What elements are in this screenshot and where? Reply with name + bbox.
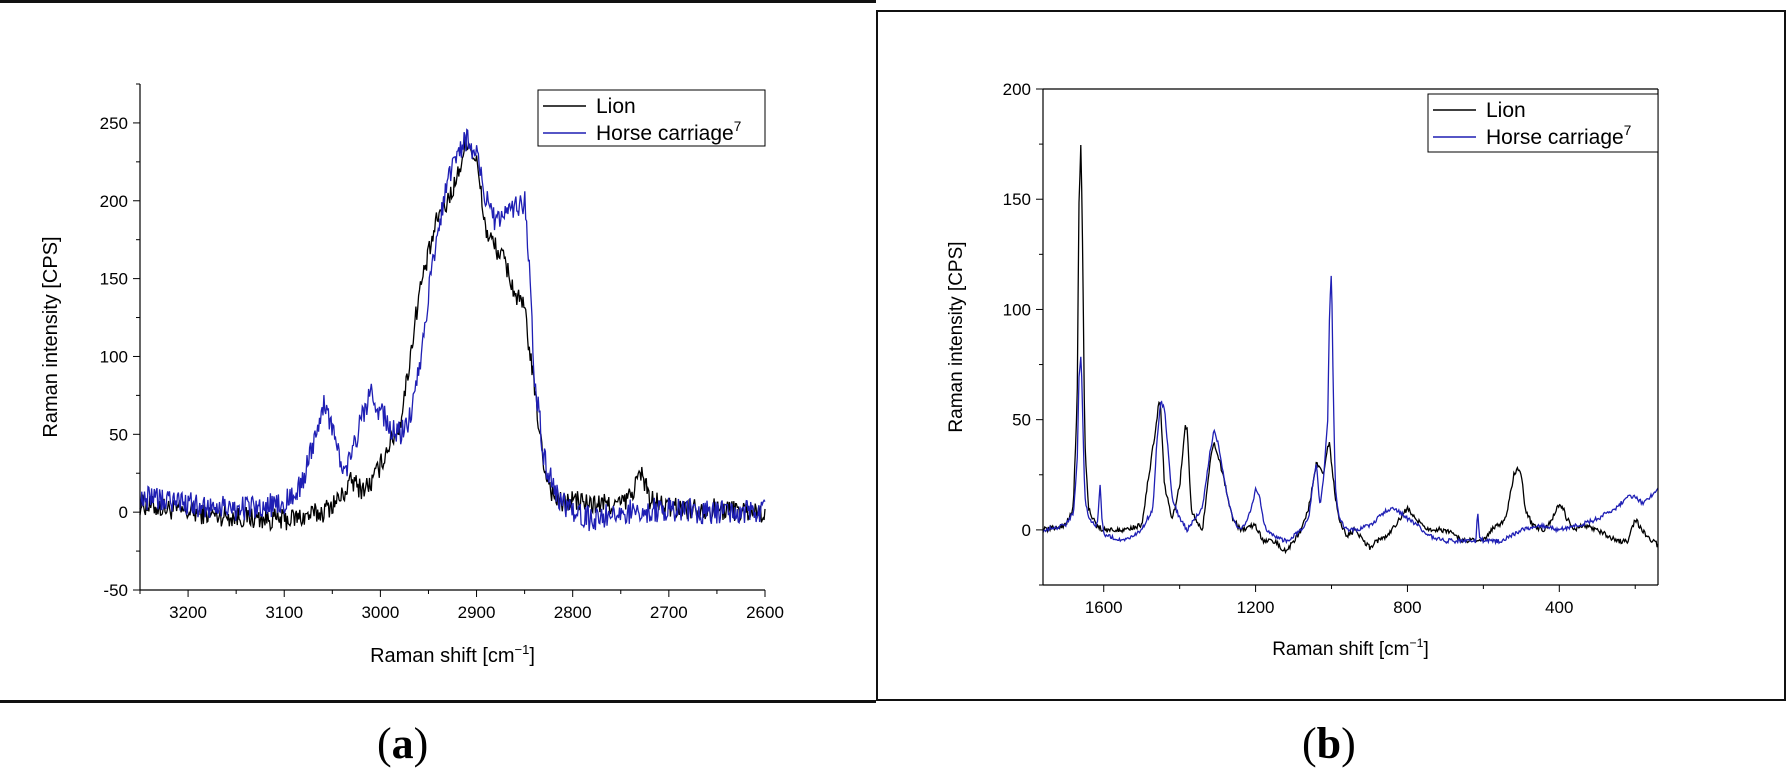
x-tick-label: 3200 xyxy=(169,603,207,622)
y-tick-label: 100 xyxy=(1003,300,1031,319)
y-tick-label: 150 xyxy=(100,270,128,289)
x-tick-label: 400 xyxy=(1545,598,1573,617)
y-tick-label: 50 xyxy=(109,425,128,444)
x-tick-label: 1200 xyxy=(1237,598,1275,617)
panel-b-frame xyxy=(876,10,1786,701)
y-tick-label: 50 xyxy=(1012,411,1031,430)
x-tick-label: 3100 xyxy=(265,603,303,622)
y-tick-label: 250 xyxy=(100,114,128,133)
x-tick-label: 800 xyxy=(1393,598,1421,617)
y-tick-label: 0 xyxy=(119,503,128,522)
x-tick-label: 1600 xyxy=(1085,598,1123,617)
y-tick-label: 200 xyxy=(1003,80,1031,99)
legend-box xyxy=(1427,93,1659,153)
chart-b: 0 50 100 150 200 1600 1200 800 400 Raman shift [c… xyxy=(946,80,1659,660)
series-line-horse-carriage xyxy=(139,128,766,532)
y-tick-label: 100 xyxy=(100,347,128,366)
y-tick-label: 0 xyxy=(1022,521,1031,540)
panel-label-b: (b) xyxy=(1302,719,1356,768)
legend-entry: Horse carriage7 xyxy=(1486,123,1631,149)
y-tick-label: 200 xyxy=(100,192,128,211)
x-tick-label: 3000 xyxy=(361,603,399,622)
panel-label-a: (a) xyxy=(377,719,429,768)
series-line-lion xyxy=(1042,144,1659,555)
y-tick-label: 150 xyxy=(1003,190,1031,209)
panel-a-frame xyxy=(0,0,876,703)
y-axis-title: Raman intensity [CPS] xyxy=(40,236,62,437)
x-tick-label: 2600 xyxy=(746,603,784,622)
y-axis-title: Raman intensity [CPS] xyxy=(946,241,967,432)
legend-box xyxy=(537,89,766,147)
legend-entry: Lion xyxy=(596,95,636,118)
legend-entry: Lion xyxy=(1486,99,1526,122)
x-axis-title: Raman shift [cm−1] xyxy=(370,642,535,667)
series-line-lion xyxy=(139,136,766,533)
y-tick-label: -50 xyxy=(103,581,128,600)
chart-a: -50 0 50 100 150 200 250 3200 3100 3000 2900 2800 27… xyxy=(40,83,784,667)
legend-entry: Horse carriage7 xyxy=(596,119,741,145)
x-tick-label: 2700 xyxy=(650,603,688,622)
series-line-horse-carriage xyxy=(1042,275,1659,546)
x-tick-label: 2900 xyxy=(458,603,496,622)
x-axis-title: Raman shift [cm−1] xyxy=(1272,636,1429,660)
x-tick-label: 2800 xyxy=(554,603,592,622)
